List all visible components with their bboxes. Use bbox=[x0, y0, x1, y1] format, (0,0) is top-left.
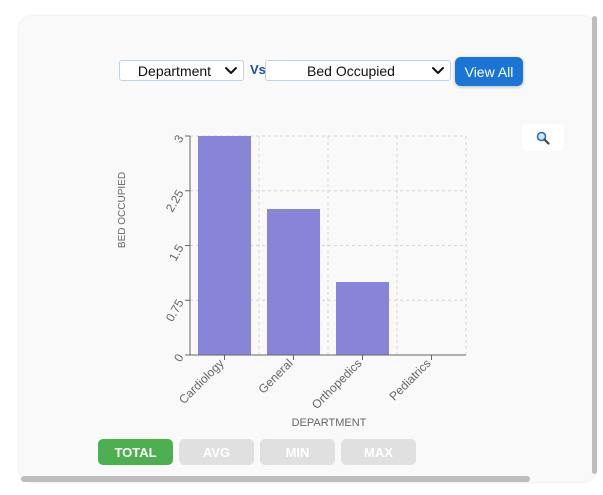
vertical-scrollbar[interactable] bbox=[592, 16, 597, 474]
max-button[interactable]: MAX bbox=[341, 439, 416, 465]
avg-button[interactable]: AVG bbox=[179, 439, 254, 465]
y-axis-select[interactable]: Bed Occupied bbox=[265, 60, 451, 81]
magnifier-icon bbox=[536, 131, 550, 145]
min-button[interactable]: MIN bbox=[260, 439, 335, 465]
chevron-down-icon bbox=[225, 67, 237, 74]
x-axis-select-value: Department bbox=[137, 62, 212, 79]
x-axis-select[interactable]: Department bbox=[119, 60, 244, 81]
chevron-down-icon bbox=[432, 67, 444, 74]
y-axis-select-value: Bed Occupied bbox=[307, 62, 395, 79]
total-button[interactable]: TOTAL bbox=[98, 439, 173, 465]
zoom-button[interactable] bbox=[522, 124, 564, 151]
vs-label: Vs bbox=[250, 62, 266, 77]
view-all-button[interactable]: View All bbox=[455, 57, 523, 86]
horizontal-scrollbar[interactable] bbox=[21, 476, 530, 482]
